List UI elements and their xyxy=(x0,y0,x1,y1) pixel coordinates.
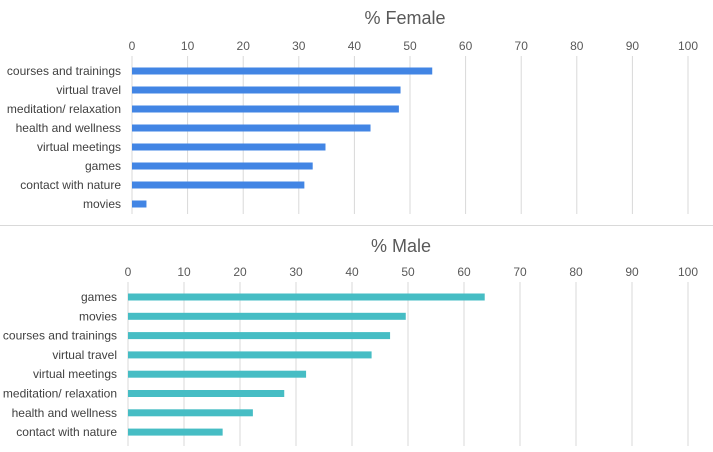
female-chart: % Female 0 10 20 30 40 50 60 70 80 90 100 courses a… xyxy=(7,8,698,214)
category-label: virtual meetings xyxy=(37,140,121,154)
chart-separator xyxy=(0,225,713,226)
bar xyxy=(128,370,307,378)
x-tick-label: 40 xyxy=(345,265,359,279)
category-label: movies xyxy=(83,197,121,211)
x-tick-label: 40 xyxy=(348,39,362,53)
x-tick-label: 90 xyxy=(625,265,639,279)
chart-title: % Female xyxy=(364,8,445,28)
x-tick-label: 50 xyxy=(401,265,415,279)
bar xyxy=(132,105,399,113)
category-label: contact with nature xyxy=(16,425,117,439)
bar xyxy=(128,390,285,397)
x-tick-label: 80 xyxy=(569,265,583,279)
x-tick-label: 10 xyxy=(177,265,191,279)
category-label: courses and trainings xyxy=(7,64,121,78)
bar xyxy=(128,428,223,436)
x-tick-label: 70 xyxy=(513,265,527,279)
x-tick-label: 100 xyxy=(678,39,698,53)
x-tick-label: 20 xyxy=(237,39,251,53)
category-label: health and wellness xyxy=(16,121,121,135)
category-label: health and wellness xyxy=(12,406,117,420)
bar xyxy=(128,351,372,359)
chart-title: % Male xyxy=(371,236,431,256)
bar xyxy=(128,332,391,340)
x-tick-label: 80 xyxy=(570,39,584,53)
bar xyxy=(132,86,401,94)
bar xyxy=(132,143,326,151)
category-label: virtual travel xyxy=(52,348,117,362)
category-label: movies xyxy=(79,309,117,323)
bar xyxy=(128,312,406,320)
bar xyxy=(132,67,433,75)
x-tick-label: 90 xyxy=(626,39,640,53)
category-label: games xyxy=(81,290,117,304)
category-label: courses and trainings xyxy=(3,329,117,343)
x-tick-label: 10 xyxy=(181,39,195,53)
x-tick-label: 50 xyxy=(403,39,417,53)
x-tick-label: 30 xyxy=(292,39,306,53)
category-label: virtual meetings xyxy=(33,367,117,381)
x-tick-label: 0 xyxy=(125,265,132,279)
x-tick-label: 100 xyxy=(678,265,698,279)
x-tick-label: 20 xyxy=(233,265,247,279)
bar xyxy=(132,200,147,208)
bar xyxy=(132,181,305,189)
category-label: meditation/ relaxation xyxy=(3,387,117,401)
category-label: games xyxy=(85,159,121,173)
x-tick-label: 60 xyxy=(457,265,471,279)
x-tick-label: 60 xyxy=(459,39,473,53)
x-tick-label: 30 xyxy=(289,265,303,279)
category-label: contact with nature xyxy=(20,178,121,192)
bar xyxy=(128,293,485,301)
male-chart: % Male 0 10 20 30 40 50 60 70 80 90 100 games movies… xyxy=(3,236,698,446)
x-tick-label: 0 xyxy=(129,39,136,53)
category-label: virtual travel xyxy=(56,83,121,97)
bar xyxy=(132,124,371,132)
x-tick-label: 70 xyxy=(515,39,529,53)
bar xyxy=(128,409,253,417)
bar xyxy=(132,162,313,170)
category-label: meditation/ relaxation xyxy=(7,102,121,116)
